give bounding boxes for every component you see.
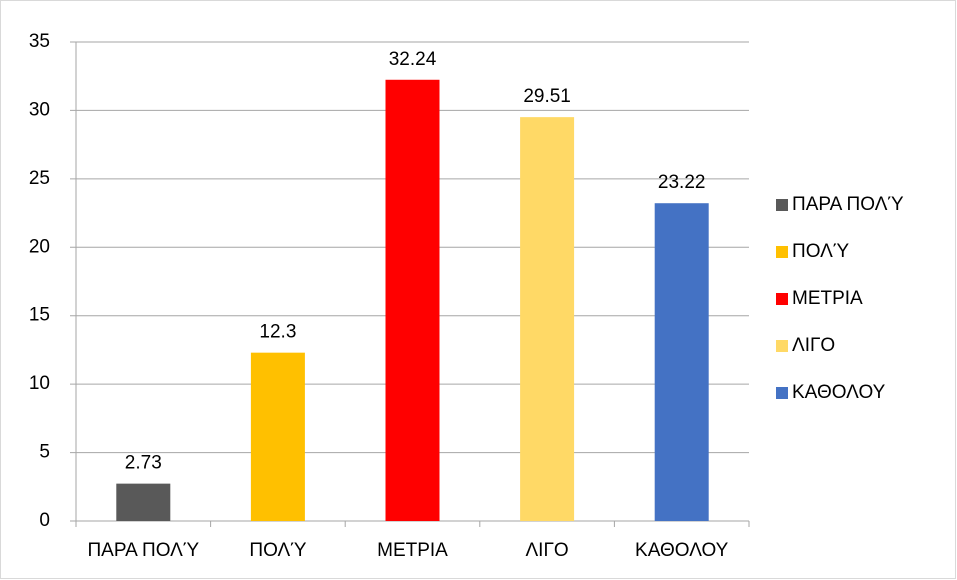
legend-label: ΠΟΛΎ <box>792 241 849 262</box>
legend-swatch <box>776 293 788 305</box>
bar <box>250 352 305 521</box>
x-tick-label: ΜΕΤΡΙΑ <box>377 540 448 561</box>
x-tick-label: ΠΑΡΑ ΠΟΛΎ <box>87 540 199 561</box>
legend-swatch <box>776 340 788 352</box>
y-tick-label: 10 <box>29 373 50 394</box>
x-tick-label: ΛΙΓΟ <box>525 540 568 561</box>
legend-swatch <box>776 199 788 211</box>
legend-label: ΚΑΘΟΛΟΥ <box>792 382 886 403</box>
bar <box>116 483 171 521</box>
legend-swatch <box>776 246 788 258</box>
legend-label: ΛΙΓΟ <box>792 335 835 356</box>
y-tick-label: 5 <box>39 442 50 463</box>
y-tick-label: 20 <box>29 236 50 257</box>
x-tick-label: ΠΟΛΎ <box>249 540 306 561</box>
y-tick-label: 30 <box>29 99 50 120</box>
y-tick-label: 25 <box>29 168 50 189</box>
x-tick-label: ΚΑΘΟΛΟΥ <box>635 540 729 561</box>
data-label: 23.22 <box>658 172 706 193</box>
bar <box>654 203 709 521</box>
legend-label: ΜΕΤΡΙΑ <box>792 288 863 309</box>
y-tick-label: 35 <box>29 31 50 52</box>
legend-swatch <box>776 387 788 399</box>
bar <box>520 117 575 521</box>
bar <box>385 79 440 521</box>
data-label: 32.24 <box>389 49 437 70</box>
data-label: 29.51 <box>523 86 571 107</box>
legend-label: ΠΑΡΑ ΠΟΛΎ <box>792 194 904 215</box>
y-tick-label: 15 <box>29 305 50 326</box>
data-label: 2.73 <box>125 453 162 474</box>
data-label: 12.3 <box>259 322 296 343</box>
y-tick-label: 0 <box>39 510 50 531</box>
